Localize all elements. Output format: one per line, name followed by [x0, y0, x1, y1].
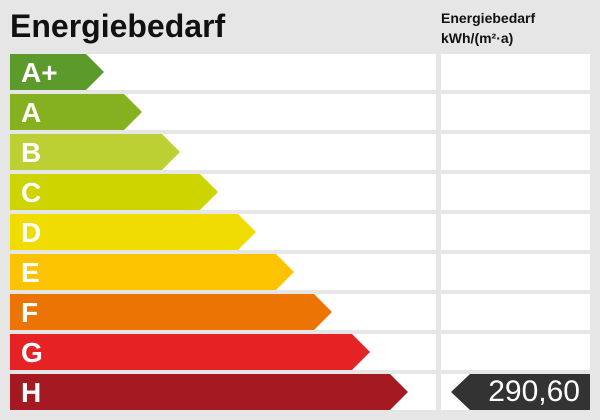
energy-class-row: H: [10, 374, 436, 410]
value-cell: [441, 334, 590, 370]
energy-class-label: A: [21, 97, 42, 128]
energy-class-bar: F: [10, 294, 332, 330]
value-cell: [441, 54, 590, 90]
energy-class-label: E: [21, 257, 40, 288]
energy-class-label: A+: [21, 57, 58, 88]
energy-class-row: B: [10, 134, 436, 170]
energy-class-label: G: [21, 337, 43, 368]
energy-class-row: G: [10, 334, 436, 370]
unit-header-line2: kWh/(m²·a): [441, 30, 514, 46]
value-cell: 290,60: [441, 374, 590, 410]
energy-class-row: C: [10, 174, 436, 210]
energy-class-row: E: [10, 254, 436, 290]
value-cell: [441, 294, 590, 330]
value-cell: [441, 214, 590, 250]
value-cell: [441, 174, 590, 210]
page-title: Energiebedarf: [10, 8, 226, 44]
energy-class-row: A+: [10, 54, 436, 90]
energy-class-row: A: [10, 94, 436, 130]
unit-header: Energiebedarf kWh/(m²·a): [441, 8, 535, 48]
energy-class-bar: B: [10, 134, 180, 170]
value-cell: [441, 134, 590, 170]
energy-class-bar: A+: [10, 54, 104, 90]
energy-class-bar: H: [10, 374, 408, 410]
energy-class-bar: G: [10, 334, 370, 370]
energy-class-label: H: [21, 377, 42, 408]
energy-value: 290,60: [488, 375, 580, 408]
energy-class-label: D: [21, 217, 42, 248]
energy-class-bar: E: [10, 254, 294, 290]
energy-class-bar: C: [10, 174, 218, 210]
value-cell: [441, 94, 590, 130]
unit-header-line1: Energiebedarf: [441, 10, 536, 26]
energy-class-label: B: [21, 137, 42, 168]
value-marker: 290,60: [451, 374, 590, 410]
energy-class-label: F: [21, 297, 39, 328]
energy-class-row: D: [10, 214, 436, 250]
energy-class-label: C: [21, 177, 42, 208]
energy-class-row: F: [10, 294, 436, 330]
energy-class-bar: A: [10, 94, 142, 130]
value-cell: [441, 254, 590, 290]
energy-class-bar: D: [10, 214, 256, 250]
